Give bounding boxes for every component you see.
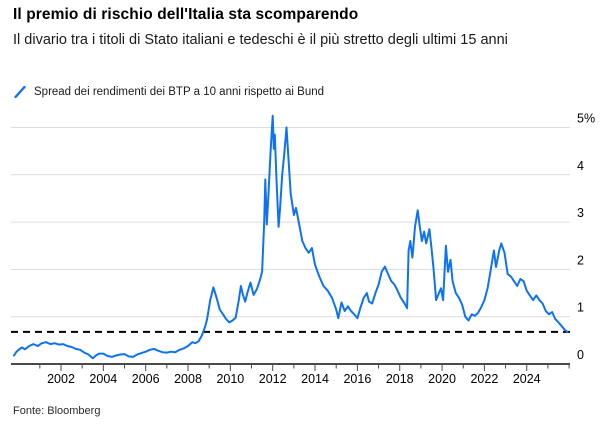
legend-line-icon: [14, 85, 26, 99]
svg-text:2: 2: [577, 253, 584, 267]
x-axis-labels: 2002 2004 2006 2008 2010 2012 2014 2016 2018 2020…: [47, 372, 541, 386]
svg-text:2008: 2008: [174, 372, 202, 386]
svg-text:5%: 5%: [577, 112, 595, 126]
chart-subtitle: Il divario tra i titoli di Stato italian…: [13, 32, 508, 48]
svg-text:2006: 2006: [132, 372, 160, 386]
svg-text:3: 3: [577, 206, 584, 220]
svg-text:0: 0: [577, 348, 584, 362]
spread-line: [13, 114, 569, 360]
svg-text:2004: 2004: [89, 372, 117, 386]
chart-title: Il premio di rischio dell'Italia sta sco…: [13, 6, 359, 23]
y-axis-labels: 0 1 2 3 4 5%: [577, 112, 595, 363]
svg-text:4: 4: [577, 159, 584, 173]
legend: Spread dei rendimenti dei BTP a 10 anni …: [13, 85, 324, 99]
spread-line-chart: 2002 2004 2006 2008 2010 2012 2014 2016 2018 2020…: [11, 112, 595, 386]
svg-text:2018: 2018: [386, 372, 414, 386]
svg-text:2022: 2022: [470, 372, 498, 386]
svg-text:1: 1: [577, 301, 584, 315]
svg-text:2002: 2002: [47, 372, 75, 386]
source-note: Fonte: Bloomberg: [13, 405, 101, 417]
gridlines: [11, 127, 570, 318]
svg-text:2020: 2020: [428, 372, 456, 386]
x-axis-ticks: [39, 365, 570, 371]
svg-text:2024: 2024: [513, 372, 541, 386]
svg-text:2014: 2014: [301, 372, 329, 386]
legend-series-label: Spread dei rendimenti dei BTP a 10 anni …: [34, 86, 325, 98]
svg-text:2016: 2016: [343, 372, 371, 386]
svg-text:2012: 2012: [259, 372, 287, 386]
chart-area: 2002 2004 2006 2008 2010 2012 2014 2016 2018 2020…: [0, 100, 605, 396]
svg-text:2010: 2010: [216, 372, 244, 386]
